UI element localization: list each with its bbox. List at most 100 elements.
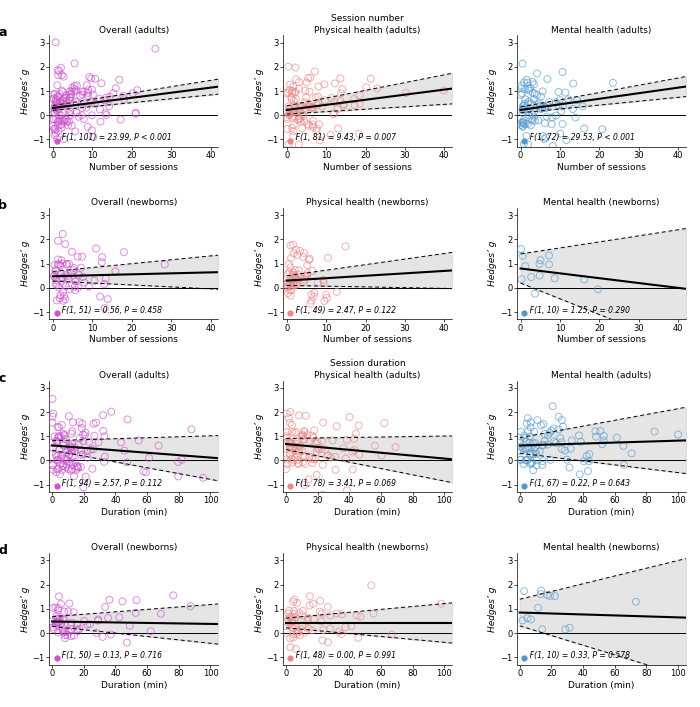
Point [50, 128, 62, 139]
Point [284, 139, 295, 150]
Point [76, 418, 88, 429]
Point [57, 107, 68, 118]
Point [312, 100, 323, 111]
Y-axis label: Hedges’ g: Hedges’ g [489, 69, 498, 114]
Point [66, 82, 78, 93]
Point [549, 273, 560, 284]
Point [66, 426, 78, 437]
Point [598, 435, 609, 446]
Point [516, 83, 527, 94]
Point [87, 463, 98, 474]
Point [311, 469, 322, 481]
Point [596, 438, 608, 450]
Point [570, 112, 581, 123]
Point [50, 96, 62, 107]
Point [307, 101, 318, 112]
Point [517, 88, 528, 99]
Point [528, 106, 540, 117]
Point [89, 430, 100, 441]
Point [290, 105, 301, 117]
Point [281, 454, 292, 465]
Point [122, 457, 133, 468]
Point [64, 440, 76, 452]
Point [48, 114, 60, 125]
Point [61, 95, 72, 107]
Point [285, 240, 296, 251]
Point [52, 454, 64, 465]
Point [53, 110, 64, 121]
Text: F(1, 101) = 23.99, P < 0.001: F(1, 101) = 23.99, P < 0.001 [57, 133, 172, 142]
Point [573, 430, 584, 441]
Point [520, 118, 531, 129]
Point [365, 580, 377, 591]
Point [55, 119, 66, 131]
Point [48, 93, 59, 105]
Point [289, 269, 300, 281]
Point [550, 590, 561, 602]
Point [293, 458, 304, 469]
Point [293, 114, 304, 125]
Point [73, 282, 84, 293]
Point [60, 90, 71, 101]
Point [48, 408, 59, 419]
Point [341, 434, 352, 445]
Point [73, 111, 84, 122]
Point [530, 441, 541, 452]
Point [288, 622, 299, 633]
Point [284, 84, 295, 95]
Point [557, 66, 568, 78]
Point [316, 435, 328, 446]
Point [54, 88, 65, 100]
Point [318, 78, 330, 90]
Text: F(1, 50) = 0.13, P = 0.716: F(1, 50) = 0.13, P = 0.716 [57, 651, 162, 660]
Point [138, 466, 149, 477]
Point [57, 114, 68, 125]
Point [64, 116, 75, 127]
Point [294, 440, 305, 452]
Point [49, 103, 60, 114]
Point [304, 253, 315, 264]
Point [71, 80, 83, 91]
Point [55, 115, 66, 127]
Point [150, 43, 161, 54]
Point [526, 457, 537, 469]
Point [285, 438, 296, 449]
Point [51, 279, 62, 291]
Point [50, 278, 61, 289]
Point [50, 274, 62, 286]
Point [335, 73, 346, 84]
Point [514, 437, 526, 448]
Point [99, 456, 110, 467]
Point [563, 93, 574, 105]
Point [554, 128, 566, 139]
Point [538, 134, 550, 145]
Point [71, 97, 83, 108]
Point [52, 436, 63, 448]
Point [312, 123, 323, 134]
Point [57, 95, 68, 106]
Point [527, 76, 538, 88]
Point [538, 419, 549, 430]
Point [516, 80, 527, 91]
Point [299, 627, 310, 638]
Point [55, 259, 66, 271]
Point [50, 602, 61, 613]
Point [281, 408, 293, 419]
Point [300, 103, 311, 114]
Point [522, 106, 533, 117]
Point [390, 441, 401, 452]
Point [299, 425, 310, 436]
Point [317, 489, 328, 501]
Point [74, 624, 85, 635]
Point [556, 414, 568, 426]
Point [60, 633, 71, 644]
Point [649, 426, 660, 437]
Point [76, 86, 88, 97]
Point [289, 452, 300, 463]
Point [539, 117, 550, 129]
Point [376, 450, 387, 462]
Point [326, 452, 337, 463]
Point [584, 448, 595, 460]
Point [78, 429, 89, 440]
Point [524, 110, 535, 122]
